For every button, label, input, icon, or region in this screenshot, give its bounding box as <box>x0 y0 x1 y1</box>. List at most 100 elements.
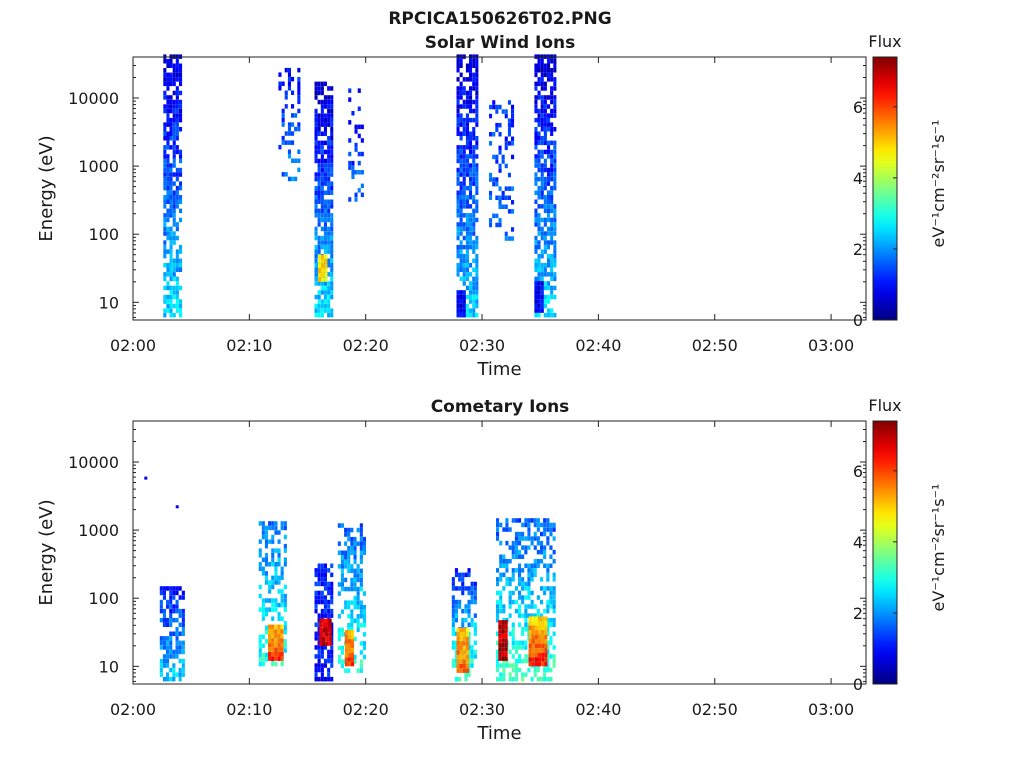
heatmap-cell <box>330 590 334 596</box>
heatmap-cell <box>543 676 547 682</box>
heatmap-cell <box>498 218 502 223</box>
heatmap-cell <box>531 652 535 658</box>
heatmap-cell <box>320 122 324 127</box>
heatmap-cell <box>514 667 518 673</box>
heatmap-cell <box>280 656 284 661</box>
heatmap-cell <box>163 204 167 209</box>
heatmap-cell <box>547 181 551 186</box>
heatmap-cell <box>169 99 173 105</box>
heatmap-cell <box>277 557 281 562</box>
heatmap-cell <box>511 572 515 578</box>
y-tick-label: 10000 <box>68 453 119 472</box>
heatmap-cell <box>175 636 179 641</box>
heatmap-cell <box>550 231 554 236</box>
heatmap-cell <box>350 614 354 619</box>
heatmap-cell <box>280 651 284 657</box>
heatmap-cell <box>264 652 268 658</box>
heatmap-cell <box>175 631 179 636</box>
heatmap-cell <box>354 147 358 152</box>
heatmap-cell <box>547 140 551 146</box>
heatmap-cell <box>356 577 360 583</box>
heatmap-cell <box>543 95 547 100</box>
heatmap-cell <box>514 649 518 655</box>
heatmap-cell <box>456 86 460 91</box>
heatmap-cell <box>524 617 528 623</box>
heatmap-cell <box>320 654 324 659</box>
heatmap-cell <box>540 163 544 168</box>
heatmap-cell <box>472 86 476 91</box>
heatmap-cell <box>489 190 493 196</box>
heatmap-cell <box>546 631 550 636</box>
heatmap-cell <box>524 563 528 568</box>
heatmap-cell <box>175 195 179 200</box>
heatmap-cell <box>459 181 463 186</box>
heatmap-cell <box>489 104 493 110</box>
heatmap-cell <box>498 629 502 634</box>
heatmap-cell <box>261 534 265 540</box>
heatmap-cell <box>280 589 284 594</box>
heatmap-cell <box>172 672 176 677</box>
heatmap-cell <box>347 630 351 635</box>
heatmap-cell <box>459 249 463 254</box>
heatmap-cell <box>314 226 318 232</box>
heatmap-cell <box>462 244 466 250</box>
heatmap-cell <box>330 263 334 268</box>
heatmap-cell <box>340 573 344 578</box>
heatmap-cell <box>498 195 502 200</box>
heatmap-cell <box>314 595 318 600</box>
heatmap-cell <box>268 638 272 643</box>
heatmap-cell <box>511 640 515 646</box>
heatmap-cell <box>166 658 170 664</box>
heatmap-cell <box>327 204 331 209</box>
heatmap-cell <box>475 240 479 245</box>
heatmap-cell <box>540 68 544 73</box>
heatmap-cell <box>540 299 544 304</box>
heatmap-cell <box>511 622 515 627</box>
heatmap-cell <box>543 72 547 78</box>
heatmap-cell <box>547 308 551 313</box>
heatmap-cell <box>320 145 324 150</box>
heatmap-cell <box>553 217 557 223</box>
heatmap-cell <box>317 631 321 636</box>
heatmap-cell <box>323 613 327 618</box>
heatmap-cell <box>314 136 318 141</box>
heatmap-cell <box>472 181 476 186</box>
heatmap-cell <box>504 136 508 141</box>
heatmap-cell <box>327 172 331 177</box>
heatmap-cell <box>550 217 554 223</box>
heatmap-cell <box>462 627 466 633</box>
heatmap-cell <box>314 172 318 177</box>
heatmap-cell <box>489 222 493 228</box>
heatmap-cell <box>543 527 547 532</box>
heatmap-cell <box>347 604 351 610</box>
heatmap-cell <box>511 554 515 559</box>
heatmap-cell <box>169 613 173 618</box>
heatmap-cell <box>538 616 542 621</box>
x-tick-label: 03:00 <box>808 336 854 355</box>
heatmap-cell <box>501 651 505 657</box>
heatmap-cell <box>175 290 179 295</box>
heatmap-cell <box>162 645 166 650</box>
heatmap-cell <box>530 590 534 596</box>
heatmap-cell <box>462 131 466 136</box>
heatmap-cell <box>496 613 500 618</box>
heatmap-cell <box>536 527 540 532</box>
heatmap-cell <box>297 149 301 154</box>
heatmap-cell <box>543 99 547 105</box>
heatmap-cell <box>172 654 176 659</box>
heatmap-cell <box>462 222 466 227</box>
heatmap-cell <box>362 654 366 660</box>
heatmap-cell <box>456 113 460 118</box>
heatmap-cell <box>534 104 538 109</box>
heatmap-cell <box>459 222 463 227</box>
heatmap-cell <box>278 81 282 86</box>
heatmap-cell <box>540 140 544 146</box>
heatmap-cell <box>552 617 556 623</box>
heatmap-cell <box>340 627 344 633</box>
heatmap-cell <box>320 172 324 177</box>
heatmap-cell <box>533 572 537 578</box>
heatmap-cell <box>496 617 500 623</box>
heatmap-cell <box>325 641 329 646</box>
heatmap-cell <box>351 630 355 635</box>
heatmap-cell <box>179 77 183 82</box>
